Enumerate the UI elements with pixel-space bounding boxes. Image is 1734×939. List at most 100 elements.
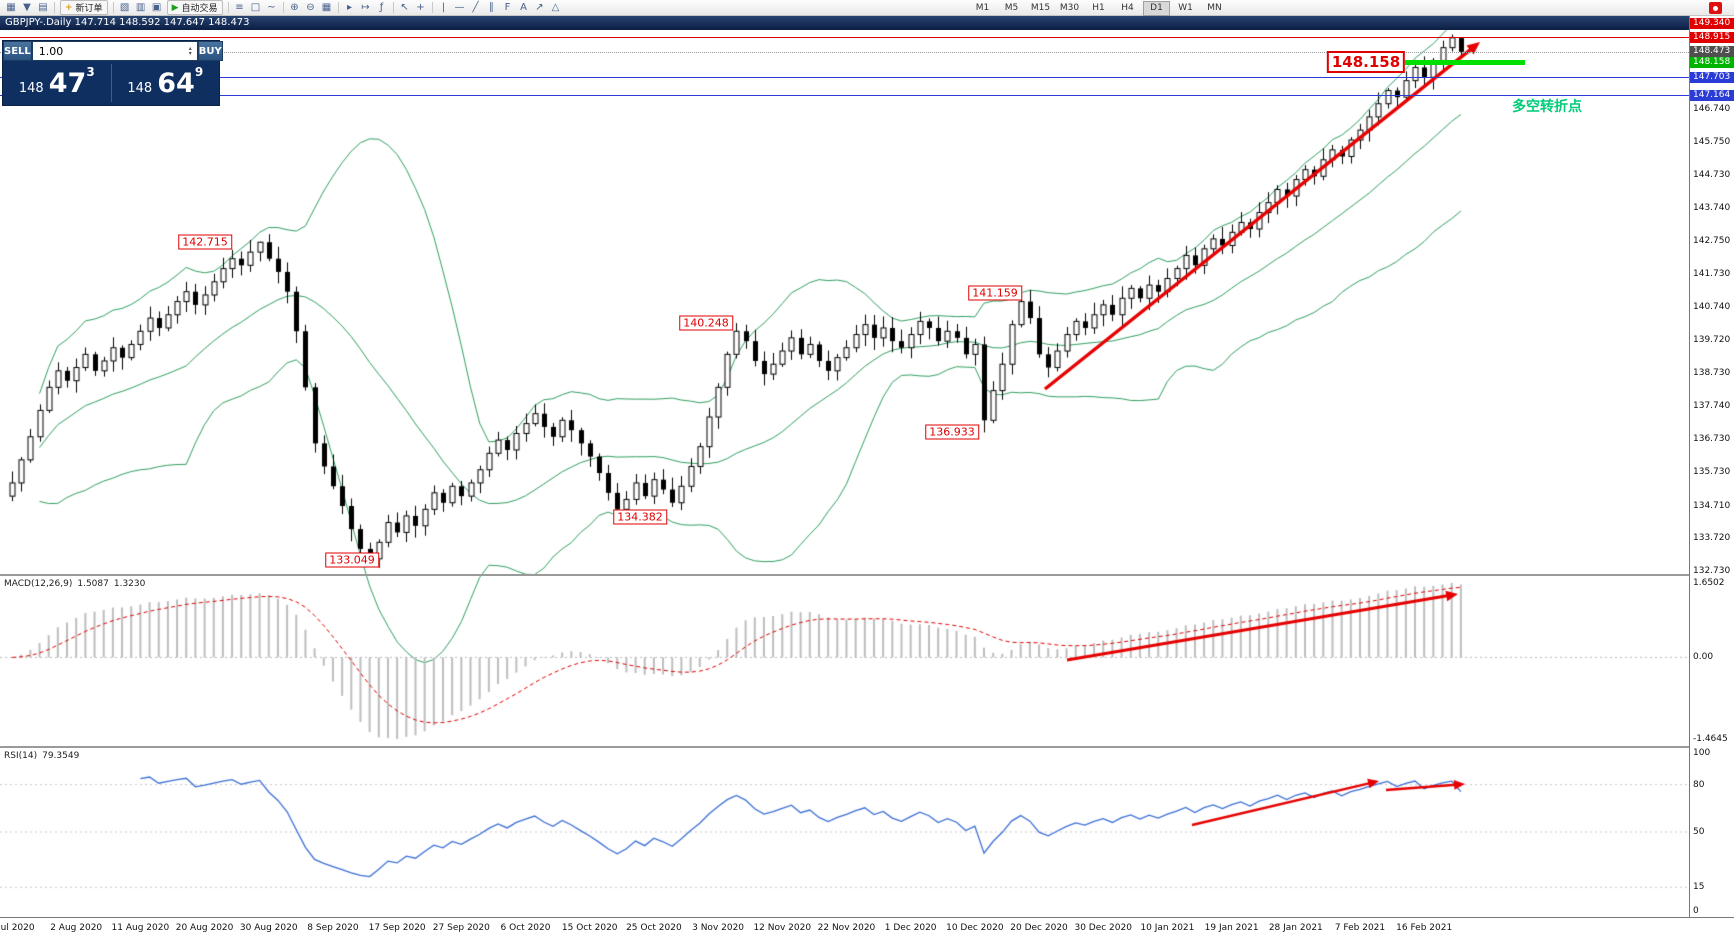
timeframe-m30[interactable]: M30 bbox=[1059, 3, 1080, 13]
date-label: 20 Dec 2020 bbox=[1010, 923, 1068, 933]
strategy-tester-icon[interactable]: ▣ bbox=[151, 2, 162, 13]
new-order-label: 新订单 bbox=[75, 4, 103, 14]
rsi-axis-value: 100 bbox=[1693, 748, 1711, 758]
price-callout: 136.933 bbox=[925, 424, 979, 440]
ask-prefix: 148 bbox=[127, 80, 153, 96]
price-axis-tick: 144.730 bbox=[1693, 170, 1731, 181]
date-label: 20 Aug 2020 bbox=[175, 923, 234, 933]
bid-main: 47 bbox=[48, 67, 87, 99]
spinner-down-icon[interactable]: ▾ bbox=[188, 50, 192, 57]
new-order-button[interactable]: + 新订单 bbox=[60, 0, 108, 15]
date-label: 10 Jan 2021 bbox=[1140, 923, 1195, 933]
rsi-value: 79.3549 bbox=[42, 751, 80, 761]
date-label: 6 Oct 2020 bbox=[500, 923, 551, 933]
date-label: 28 Jan 2021 bbox=[1268, 923, 1323, 933]
price-tag: 148.915 bbox=[1690, 31, 1734, 43]
timeframe-w1[interactable]: W1 bbox=[1178, 3, 1193, 13]
fibonacci-icon[interactable]: F bbox=[504, 2, 511, 13]
sell-button[interactable]: SELL bbox=[3, 41, 32, 61]
price-tag: 149.340 bbox=[1690, 17, 1734, 29]
toolbar-separator bbox=[392, 2, 394, 13]
vertical-line-icon[interactable]: | bbox=[441, 2, 446, 13]
date-label: 30 Dec 2020 bbox=[1074, 923, 1132, 933]
buy-button[interactable]: BUY bbox=[197, 41, 223, 61]
date-label: 3 Jul 2020 bbox=[0, 923, 35, 933]
zoom-in-icon[interactable]: ⊕ bbox=[290, 2, 299, 13]
chart-shift-icon[interactable]: ↦ bbox=[361, 2, 370, 13]
timeframe-h4[interactable]: H4 bbox=[1121, 3, 1134, 13]
panel-separator[interactable] bbox=[0, 574, 1734, 576]
date-label: 16 Feb 2021 bbox=[1396, 923, 1453, 933]
alert-icon[interactable] bbox=[1709, 2, 1722, 14]
candlestick-chart-icon[interactable]: □ bbox=[250, 2, 261, 13]
volume-stepper[interactable]: ▴▾ bbox=[31, 41, 198, 61]
trade-prices-row: 148 473 148 649 bbox=[3, 61, 219, 105]
date-label: 7 Feb 2021 bbox=[1334, 923, 1386, 933]
crosshair-icon[interactable]: + bbox=[416, 2, 425, 13]
ask-price[interactable]: 148 649 bbox=[112, 65, 220, 99]
toolbar: ▦ ▼ ▤ + 新订单 ▧ ▥ ▣ ▶ 自动交易 ≡ □ ~ ⊕ ⊖ ▦ ▸ ↦ ƒ ↖ + | — ╱ ∥ F A ↗ △ M1 M5 M… bbox=[0, 0, 1734, 16]
macd-indicator-label: MACD(12,26,9) 1.5087 1.3230 bbox=[4, 579, 150, 589]
macd-value-main: 1.5087 bbox=[77, 579, 109, 589]
price-axis-tick: 142.750 bbox=[1693, 235, 1731, 246]
timeframe-mn[interactable]: MN bbox=[1207, 3, 1222, 13]
date-label: 8 Sep 2020 bbox=[307, 923, 359, 933]
horizontal-level-line bbox=[0, 77, 1689, 78]
horizontal-level-line bbox=[0, 37, 1689, 38]
bid-prefix: 148 bbox=[18, 80, 44, 96]
chart-profiles-icon[interactable]: ▼ bbox=[23, 2, 31, 13]
toolbar-separator bbox=[431, 2, 433, 13]
date-label: 25 Oct 2020 bbox=[626, 923, 682, 933]
price-callout: 141.159 bbox=[968, 285, 1022, 301]
navigator-icon[interactable]: ▧ bbox=[119, 2, 130, 13]
arrow-objects-icon[interactable]: ↗ bbox=[535, 2, 544, 13]
zoom-out-icon[interactable]: ⊖ bbox=[306, 2, 315, 13]
auto-scroll-icon[interactable]: ▸ bbox=[346, 2, 353, 13]
price-axis-tick: 139.720 bbox=[1693, 335, 1731, 346]
date-label: 15 Oct 2020 bbox=[561, 923, 618, 933]
ask-main: 64 bbox=[157, 67, 195, 99]
panel-separator[interactable] bbox=[0, 746, 1734, 748]
equidistant-channel-icon[interactable]: ∥ bbox=[489, 2, 494, 13]
date-label: 12 Nov 2020 bbox=[753, 923, 812, 933]
line-chart-icon[interactable]: ~ bbox=[267, 2, 276, 13]
price-callout: 133.049 bbox=[325, 552, 379, 568]
rsi-axis-value: 15 bbox=[1693, 882, 1705, 893]
volume-spinner[interactable]: ▴ ▾ bbox=[184, 42, 197, 60]
toolbar-separator bbox=[54, 2, 55, 13]
timeframe-h1[interactable]: H1 bbox=[1092, 3, 1105, 13]
terminal-icon[interactable]: ▥ bbox=[135, 2, 146, 13]
timeframe-d1[interactable]: D1 bbox=[1143, 1, 1170, 16]
timeframe-m5[interactable]: M5 bbox=[1004, 3, 1019, 13]
autotrading-button[interactable]: ▶ 自动交易 bbox=[166, 0, 223, 15]
date-label: 11 Aug 2020 bbox=[111, 923, 170, 933]
new-chart-icon[interactable]: ▦ bbox=[6, 2, 16, 13]
horizontal-level-line bbox=[0, 95, 1689, 96]
spinner-up-icon[interactable]: ▴ bbox=[188, 45, 192, 52]
tile-windows-icon[interactable]: ▦ bbox=[321, 2, 332, 13]
price-axis[interactable]: 146.740 145.750 144.730 143.740 142.750 141.7… bbox=[1689, 16, 1734, 917]
volume-input[interactable] bbox=[32, 42, 184, 60]
price-callout: 142.715 bbox=[178, 234, 232, 250]
bid-price[interactable]: 148 473 bbox=[3, 65, 111, 99]
trendline-icon[interactable]: ╱ bbox=[472, 2, 479, 13]
market-watch-icon[interactable]: ▤ bbox=[38, 2, 48, 13]
autotrading-icon: ▶ bbox=[171, 2, 179, 13]
date-label: 30 Aug 2020 bbox=[239, 923, 298, 933]
horizontal-line-icon[interactable]: — bbox=[454, 2, 465, 13]
shapes-icon[interactable]: △ bbox=[551, 2, 560, 13]
date-label: 22 Nov 2020 bbox=[817, 923, 876, 933]
timeframe-m1[interactable]: M1 bbox=[975, 3, 990, 13]
text-label-icon[interactable]: A bbox=[520, 2, 527, 13]
timeframe-toolbar: M1 M5 M15 M30 H1 H4 D1 W1 MN bbox=[968, 1, 1229, 16]
date-label: 19 Jan 2021 bbox=[1204, 923, 1259, 933]
toolbar-separator bbox=[282, 2, 284, 13]
cursor-icon[interactable]: ↖ bbox=[400, 2, 409, 13]
breakout-price-label: 148.158 bbox=[1326, 51, 1406, 74]
price-axis-tick: 132.730 bbox=[1693, 566, 1731, 576]
time-axis[interactable]: 3 Jul 2020 2 Aug 2020 11 Aug 2020 20 Aug 20… bbox=[0, 917, 1734, 939]
bar-chart-icon[interactable]: ≡ bbox=[235, 2, 244, 13]
indicators-icon[interactable]: ƒ bbox=[379, 2, 384, 13]
timeframe-m15[interactable]: M15 bbox=[1030, 3, 1051, 13]
